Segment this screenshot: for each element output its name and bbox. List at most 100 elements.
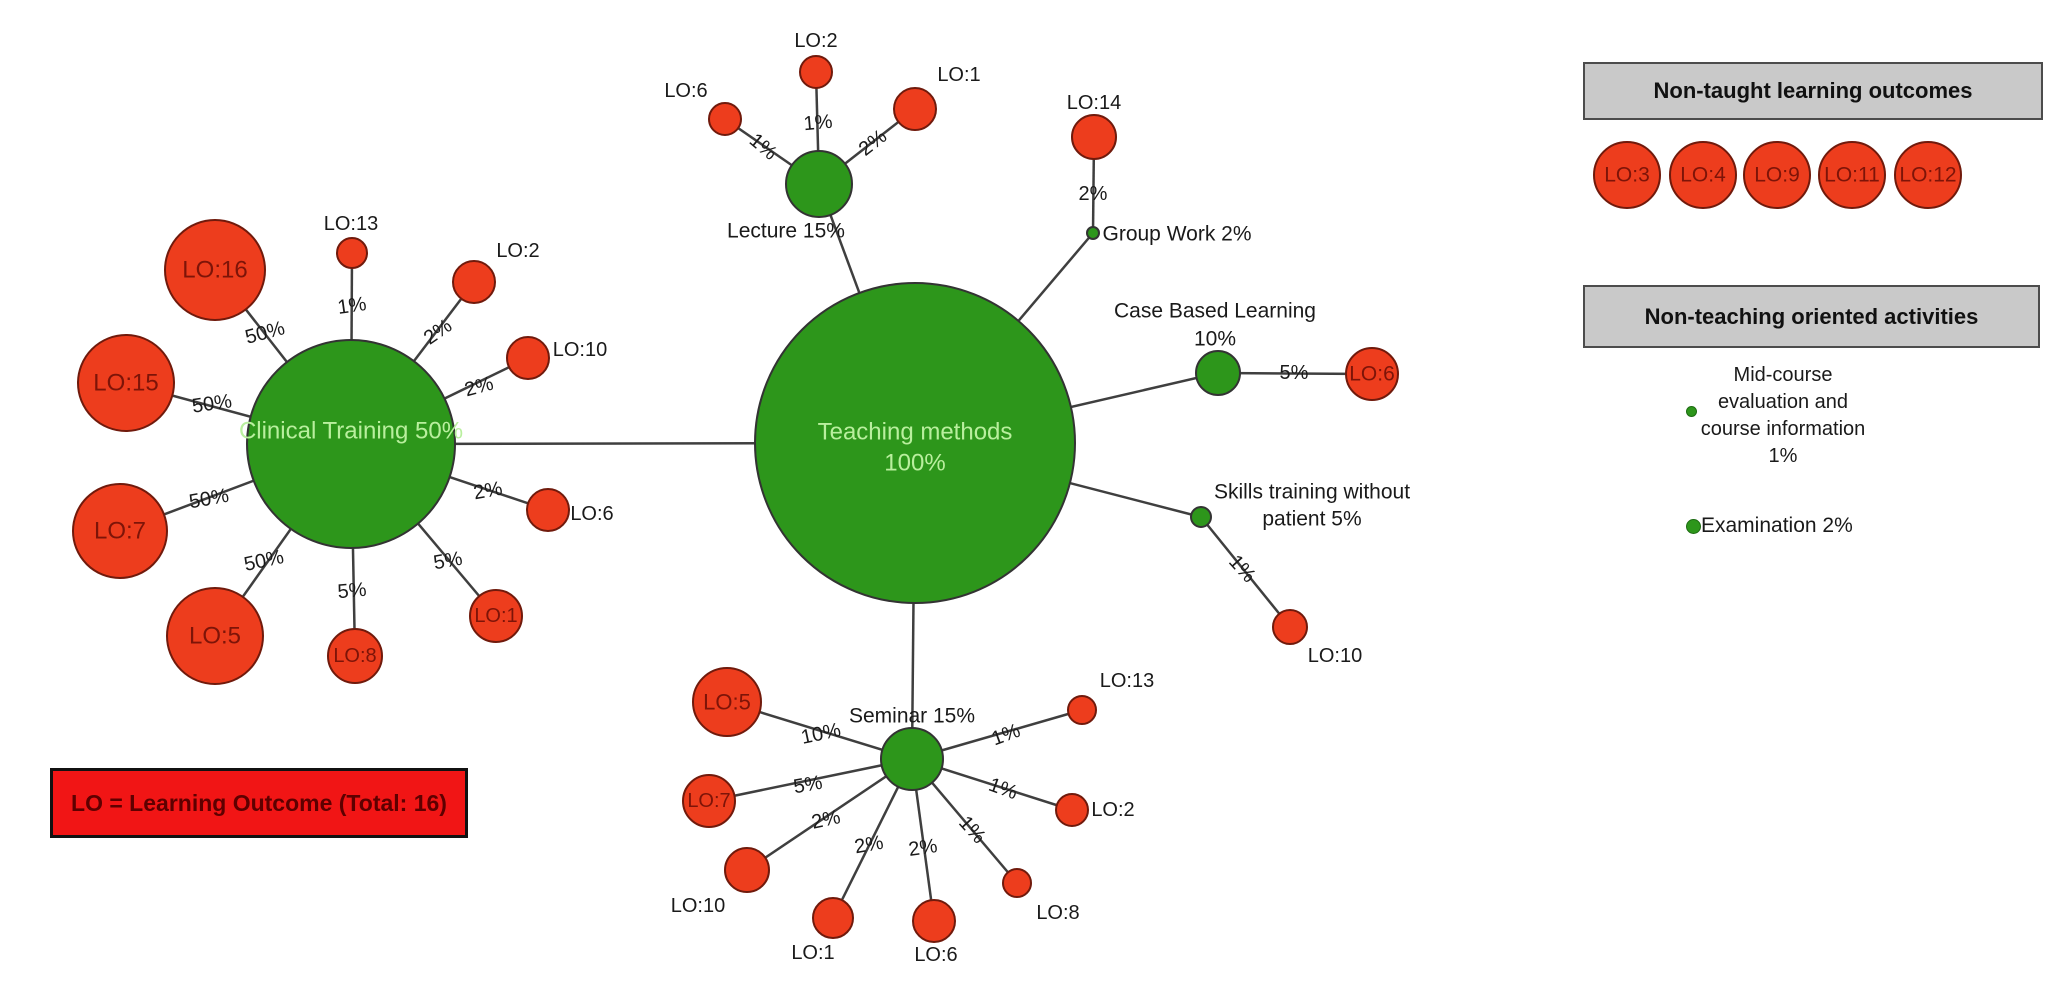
plain-label: 1% [954, 812, 990, 848]
plain-label: 2% [1079, 183, 1108, 205]
edge-line [746, 757, 913, 872]
plain-label: 1% [803, 111, 834, 135]
plain-label: LO:14 [1067, 92, 1121, 114]
plain-label: 5% [792, 772, 825, 799]
midcourse-dot-icon [1686, 406, 1697, 417]
legend-box: LO = Learning Outcome (Total: 16) [50, 768, 468, 838]
midcourse-evaluation-item: Mid-course evaluation and course informa… [1633, 362, 1933, 470]
plain-label: 1% [986, 774, 1021, 805]
node-cbl-lo6 [1345, 347, 1399, 401]
node-clinical-lo16 [164, 219, 266, 321]
plain-label: Lecture 15% [727, 220, 845, 243]
node-clinical-training [246, 339, 456, 549]
plain-label: LO:8 [1036, 902, 1079, 924]
node-lecture-lo1 [893, 87, 937, 131]
examination-item: Examination 2% [1701, 514, 1853, 537]
non-teaching-header-label: Non-teaching oriented activities [1644, 303, 1979, 329]
plain-label: LO:6 [664, 80, 707, 102]
node-seminar-lo8 [1002, 868, 1032, 898]
node-lecture-lo2 [799, 55, 833, 89]
node-panel-lo4 [1669, 141, 1737, 209]
edge-line [708, 757, 913, 803]
plain-label: Group Work 2% [1103, 223, 1252, 246]
node-case-based-learning [1195, 350, 1241, 396]
plain-label: LO:10 [553, 339, 607, 361]
plain-label: 5% [337, 579, 368, 603]
examination-dot-icon [1686, 519, 1701, 534]
node-clinical-lo10 [506, 336, 550, 380]
plain-label: 1% [336, 293, 368, 319]
node-clinical-lo1 [469, 589, 523, 643]
plain-label: LO:13 [324, 213, 378, 235]
plain-label: 2% [853, 832, 886, 859]
midcourse-line-4: 1% [1768, 445, 1798, 467]
node-seminar-lo2 [1055, 793, 1089, 827]
node-panel-lo12 [1894, 141, 1962, 209]
non-taught-header: Non-taught learning outcomes [1583, 62, 2043, 120]
node-panel-lo9 [1743, 141, 1811, 209]
node-seminar-lo7 [682, 774, 736, 828]
plain-label: 5% [1280, 362, 1309, 384]
outcome-label: LO:16 [182, 257, 247, 284]
plain-label: LO:1 [791, 942, 834, 964]
outcome-label: LO:8 [333, 645, 376, 667]
node-teaching-methods [754, 282, 1076, 604]
node-panel-lo3 [1593, 141, 1661, 209]
plain-label: 50% [191, 390, 234, 417]
node-seminar-lo10 [724, 847, 770, 893]
non-taught-header-label: Non-taught learning outcomes [1653, 78, 1973, 103]
outcome-label: LO:15 [93, 370, 158, 397]
plain-label: patient 5% [1262, 508, 1361, 531]
plain-label: LO:2 [496, 240, 539, 262]
outcome-label: LO:5 [189, 623, 241, 650]
plain-label: 2% [907, 835, 939, 861]
outcome-label: LO:7 [687, 790, 730, 812]
outcome-label: LO:12 [1899, 164, 1956, 187]
node-lecture [785, 150, 853, 218]
outcome-label: LO:6 [1349, 363, 1395, 386]
outcome-label: LO:7 [94, 518, 146, 545]
outcome-label: LO:3 [1604, 164, 1650, 187]
node-clinical-lo5 [166, 587, 264, 685]
plain-label: LO:6 [914, 944, 957, 966]
plain-label: 10% [1194, 328, 1236, 351]
outcome-label: LO:1 [474, 605, 517, 627]
plain-label: 1% [745, 129, 781, 165]
plain-label: 2% [810, 806, 843, 834]
plain-label: 50% [242, 546, 286, 576]
legend-label: LO = Learning Outcome (Total: 16) [71, 789, 447, 816]
node-groupwork-lo14 [1071, 114, 1117, 160]
plain-label: LO:2 [794, 30, 837, 52]
node-seminar-lo5 [692, 667, 762, 737]
non-teaching-header: Non-teaching oriented activities [1583, 285, 2040, 348]
midcourse-line-3: course information [1700, 418, 1866, 440]
method-label: Clinical Training 50% [239, 418, 463, 445]
method-label: Teaching methods [818, 419, 1013, 446]
node-skills-training-dot [1190, 506, 1212, 528]
node-clinical-lo13 [336, 237, 368, 269]
edge-line [1200, 516, 1291, 628]
plain-label: LO:10 [1308, 645, 1362, 667]
plain-label: LO:1 [937, 64, 980, 86]
midcourse-line-1: Mid-course [1733, 364, 1833, 386]
plain-label: 1% [989, 720, 1024, 751]
plain-label: 50% [243, 317, 288, 349]
node-seminar-lo1 [812, 897, 854, 939]
outcome-label: LO:9 [1754, 164, 1800, 187]
node-clinical-lo2 [452, 260, 496, 304]
plain-label: 10% [799, 719, 843, 749]
node-lecture-lo6 [708, 102, 742, 136]
node-seminar [880, 727, 944, 791]
outcome-label: LO:4 [1680, 164, 1726, 187]
plain-label: 5% [432, 548, 465, 575]
plain-label: Skills training without [1214, 481, 1410, 504]
node-seminar-lo13 [1067, 695, 1097, 725]
plain-label: Seminar 15% [849, 705, 975, 728]
node-panel-lo11 [1818, 141, 1886, 209]
node-clinical-lo8 [327, 628, 383, 684]
plain-label: LO:13 [1100, 670, 1154, 692]
plain-label: LO:2 [1091, 799, 1134, 821]
node-seminar-lo6 [912, 899, 956, 943]
